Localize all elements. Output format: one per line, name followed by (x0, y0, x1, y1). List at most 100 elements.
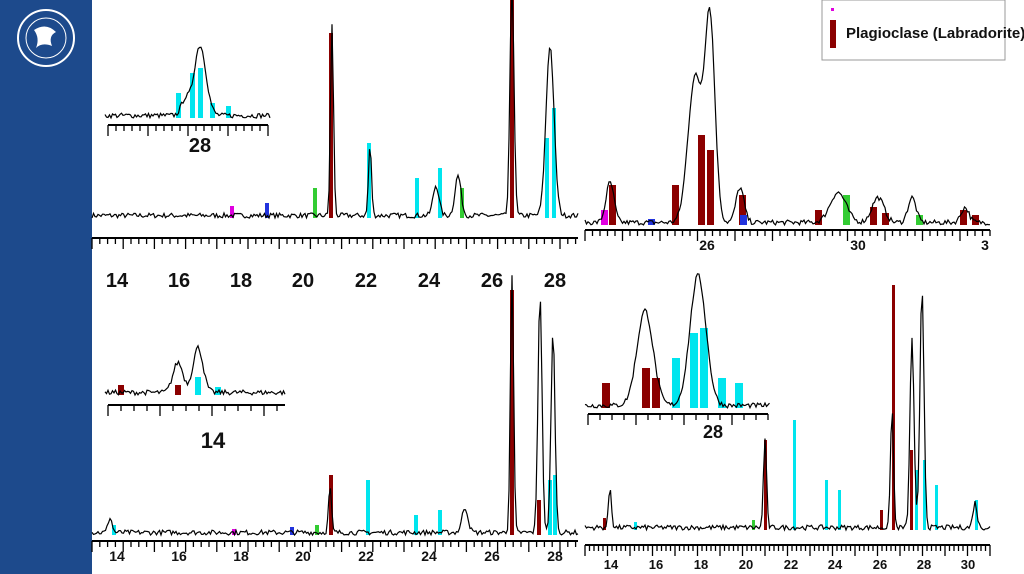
phase-stick (764, 440, 767, 530)
trace (104, 46, 271, 120)
phase-stick (195, 377, 201, 395)
phase-stick (698, 135, 705, 225)
tick-label: 22 (355, 270, 377, 292)
phase-stick (552, 108, 556, 218)
phase-stick (975, 500, 978, 530)
phase-stick (935, 485, 938, 530)
phase-stick (672, 185, 679, 225)
phase-stick (313, 188, 317, 218)
phase-stick (367, 143, 371, 218)
phase-stick (707, 150, 714, 225)
phase-stick (752, 520, 755, 530)
phase-stick (843, 195, 850, 225)
tick-label: 30 (961, 557, 975, 572)
phase-stick (366, 480, 370, 535)
tick-label: 26 (873, 557, 887, 572)
tick-label: 16 (171, 548, 187, 564)
phase-stick (739, 195, 746, 225)
phase-stick (892, 285, 895, 530)
phase-stick (438, 510, 442, 535)
phase-stick (923, 460, 926, 530)
tick-label: 20 (295, 548, 311, 564)
trace (584, 273, 770, 410)
phase-stick (510, 290, 514, 535)
tick-label: 22 (784, 557, 798, 572)
phase-stick (960, 210, 967, 225)
tick-label: 18 (230, 270, 252, 292)
phase-stick (602, 383, 610, 408)
tick-label: 16 (168, 270, 190, 292)
tick-label: 20 (292, 270, 314, 292)
phase-stick (414, 515, 418, 535)
trace (584, 7, 991, 227)
tick-label: 26 (484, 548, 500, 564)
phase-stick (230, 206, 234, 218)
tick-label: 28 (547, 548, 563, 564)
tick-label: 26 (699, 237, 715, 253)
phase-stick (825, 480, 828, 530)
legend-swatch (830, 20, 836, 48)
phase-stick (870, 207, 877, 225)
phase-stick (815, 210, 822, 225)
trace (584, 295, 991, 532)
tick-label: 24 (418, 270, 441, 292)
sidebar (0, 0, 92, 574)
phase-stick (690, 333, 698, 408)
phase-stick (315, 525, 319, 535)
phase-stick (652, 378, 660, 408)
tick-label: 14 (604, 557, 619, 572)
phase-stick (882, 213, 889, 225)
tick-label: 24 (421, 548, 437, 564)
phase-stick (118, 385, 124, 395)
phase-stick (910, 450, 913, 530)
phase-stick (648, 219, 655, 225)
phase-stick (415, 178, 419, 218)
phase-stick (642, 368, 650, 408)
tick-label: 30 (850, 237, 866, 253)
inset-label: 28 (703, 422, 723, 442)
trace (91, 275, 579, 537)
phase-stick (601, 210, 608, 225)
phase-stick (672, 358, 680, 408)
phase-stick (880, 510, 883, 530)
tick-label: 14 (106, 270, 129, 292)
phase-stick (329, 33, 333, 218)
tick-label: 14 (109, 548, 125, 564)
phase-stick (232, 529, 236, 535)
tick-label: 3 (981, 237, 989, 253)
phase-stick (838, 490, 841, 530)
phase-stick (226, 106, 231, 118)
phase-stick (740, 215, 747, 225)
trace (104, 344, 286, 397)
phase-stick (609, 185, 616, 225)
tick-label: 28 (544, 270, 566, 292)
phase-stick (438, 168, 442, 218)
tick-label: 24 (828, 557, 843, 572)
phase-stick (700, 328, 708, 408)
phase-stick (634, 522, 637, 530)
phase-stick (175, 385, 181, 395)
phase-stick (510, 0, 514, 218)
legend-label: Plagioclase (Labradorite) (846, 25, 1024, 42)
phase-stick (735, 383, 743, 408)
tick-label: 28 (917, 557, 931, 572)
trace (91, 0, 579, 220)
phase-stick (548, 480, 552, 535)
phase-stick (176, 93, 181, 118)
phase-stick (916, 215, 923, 225)
legend-swatch (831, 8, 834, 11)
tick-label: 20 (739, 557, 753, 572)
tick-label: 16 (649, 557, 663, 572)
phase-stick (718, 378, 726, 408)
phase-stick (210, 103, 215, 118)
phase-stick (793, 420, 796, 530)
phase-stick (603, 518, 606, 530)
phase-stick (265, 203, 269, 218)
tick-label: 26 (481, 270, 503, 292)
phase-stick (537, 500, 541, 535)
inset-label: 28 (189, 135, 211, 157)
logo (17, 9, 75, 67)
tick-label: 18 (694, 557, 708, 572)
inset-label: 14 (201, 428, 226, 453)
